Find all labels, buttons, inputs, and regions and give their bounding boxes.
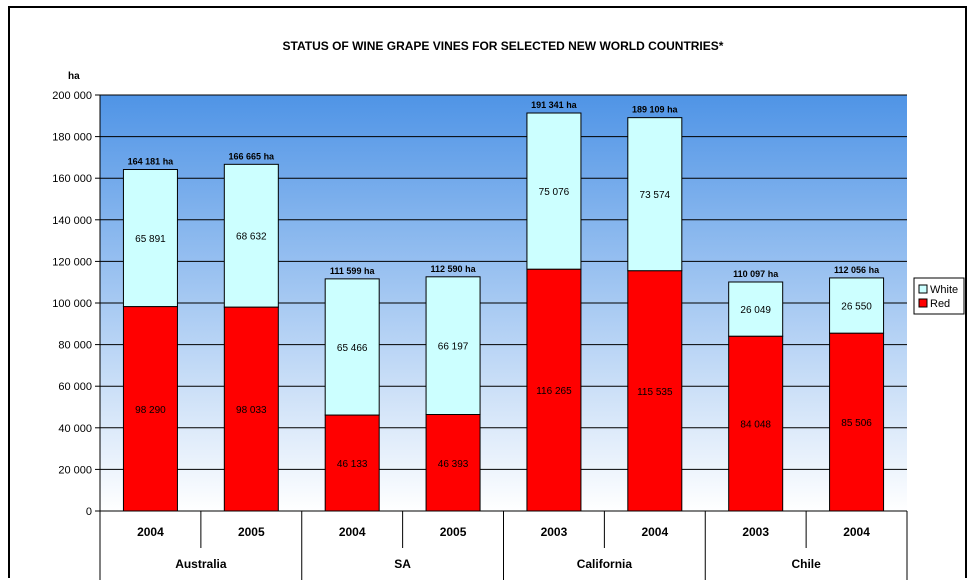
x-tick-label: 2004 xyxy=(641,525,668,539)
total-label: 166 665 ha xyxy=(229,151,276,161)
data-label-white: 66 197 xyxy=(438,342,469,353)
group-label: California xyxy=(577,557,633,571)
chart-svg: STATUS OF WINE GRAPE VINES FOR SELECTED … xyxy=(52,39,965,580)
y-tick-label: 60 000 xyxy=(58,381,92,393)
legend-label-white: White xyxy=(930,284,958,296)
y-tick-label: 0 xyxy=(86,506,92,518)
y-tick-label: 20 000 xyxy=(58,464,92,476)
total-label: 112 056 ha xyxy=(834,265,880,275)
bar-white xyxy=(425,276,481,416)
bar-red xyxy=(526,268,582,512)
bar-red xyxy=(728,335,784,512)
bar-white xyxy=(627,117,683,272)
data-label-red: 85 506 xyxy=(841,418,872,429)
y-tick-label: 160 000 xyxy=(52,173,92,185)
y-tick-label: 100 000 xyxy=(52,298,92,310)
data-label-red: 84 048 xyxy=(740,420,771,431)
bar-white xyxy=(122,169,178,308)
data-label-red: 116 265 xyxy=(536,386,572,397)
data-label-white: 68 632 xyxy=(236,232,267,243)
bar-red xyxy=(425,414,481,512)
data-label-white: 65 466 xyxy=(337,343,368,354)
bar-red xyxy=(324,414,380,512)
data-label-red: 98 033 xyxy=(236,405,267,416)
x-tick-label: 2004 xyxy=(843,525,870,539)
y-tick-label: 40 000 xyxy=(58,423,92,435)
group-label: Australia xyxy=(175,557,227,571)
data-label-white: 26 049 xyxy=(740,305,771,316)
data-label-red: 115 535 xyxy=(637,387,673,398)
total-label: 191 341 ha xyxy=(531,100,578,110)
x-tick-label: 2003 xyxy=(742,525,769,539)
chart-title: STATUS OF WINE GRAPE VINES FOR SELECTED … xyxy=(283,39,724,53)
chart-frame: STATUS OF WINE GRAPE VINES FOR SELECTED … xyxy=(8,6,967,580)
total-label: 164 181 ha xyxy=(128,157,175,167)
data-label-white: 26 550 xyxy=(841,302,872,313)
x-tick-label: 2003 xyxy=(541,525,568,539)
bar-white xyxy=(223,163,279,308)
y-tick-label: 120 000 xyxy=(52,256,92,268)
data-label-red: 46 133 xyxy=(337,459,368,470)
legend-label-red: Red xyxy=(930,298,950,310)
data-label-white: 73 574 xyxy=(640,190,671,201)
y-tick-label: 140 000 xyxy=(52,215,92,227)
x-tick-label: 2004 xyxy=(339,525,366,539)
bar-red xyxy=(122,306,178,512)
total-label: 112 590 ha xyxy=(431,264,477,274)
group-label: Chile xyxy=(791,557,821,571)
bar-white xyxy=(829,277,885,334)
legend-swatch-red xyxy=(918,298,928,308)
bar-white xyxy=(526,112,582,270)
y-tick-label: 200 000 xyxy=(52,90,92,102)
legend-box xyxy=(913,277,965,315)
total-label: 189 109 ha xyxy=(632,105,679,115)
y-axis-label: ha xyxy=(68,71,80,82)
group-label: SA xyxy=(394,557,411,571)
y-tick-label: 180 000 xyxy=(52,132,92,144)
data-label-red: 46 393 xyxy=(438,459,469,470)
bar-white xyxy=(728,281,784,337)
bar-white xyxy=(324,278,380,416)
y-tick-label: 80 000 xyxy=(58,340,92,352)
total-label: 110 097 ha xyxy=(733,269,779,279)
legend-swatch-white xyxy=(918,284,928,294)
x-tick-label: 2005 xyxy=(440,525,467,539)
data-label-white: 65 891 xyxy=(135,234,166,245)
data-label-red: 98 290 xyxy=(135,405,166,416)
total-label: 111 599 ha xyxy=(330,266,376,276)
x-tick-label: 2004 xyxy=(137,525,164,539)
data-label-white: 75 076 xyxy=(539,187,570,198)
bar-red xyxy=(829,332,885,512)
x-tick-label: 2005 xyxy=(238,525,265,539)
